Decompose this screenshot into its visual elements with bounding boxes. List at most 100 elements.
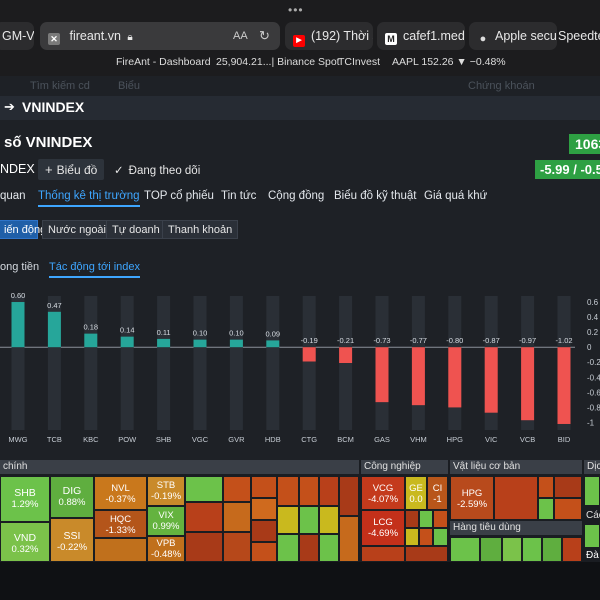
heatmap-tile-vpb[interactable]: VPB -0.48%: [147, 536, 185, 562]
reader-button[interactable]: AA: [233, 30, 248, 42]
heatmap-tile-vnd[interactable]: VND 0.32%: [0, 522, 50, 562]
heatmap-tile-small[interactable]: [223, 476, 251, 502]
heatmap-tile-small[interactable]: [251, 498, 277, 520]
heatmap-tile-hqc[interactable]: HQC -1.33%: [94, 510, 147, 538]
heatmap-tile-small[interactable]: [319, 534, 339, 562]
heatmap-tile-ssi[interactable]: SSI -0.22%: [50, 518, 94, 562]
heatmap-tile-small[interactable]: [584, 476, 600, 506]
index-title: số VNINDEX: [4, 134, 93, 151]
x-tick-label: BCM: [337, 435, 354, 444]
chart-button[interactable]: + Biểu đồ: [38, 159, 105, 180]
bookmark-fireant[interactable]: FireAnt - Dashboard: [116, 56, 211, 68]
heatmap-tile-small[interactable]: [494, 476, 538, 520]
heatmap-tile-small[interactable]: [185, 532, 223, 562]
heatmap-tile-small[interactable]: [433, 510, 448, 528]
tab-community[interactable]: Cộng đồng: [268, 190, 325, 202]
heatmap-tile-small[interactable]: [185, 502, 223, 532]
heatmap-tile-small[interactable]: [405, 528, 419, 546]
tab-news[interactable]: Tin tức: [221, 190, 257, 202]
heatmap-tile-shb[interactable]: SHB 1.29%: [0, 476, 50, 522]
reload-icon[interactable]: ↻: [259, 28, 270, 43]
heatmap-tile-small[interactable]: [502, 537, 522, 562]
y-tick-label: 0.2: [587, 328, 599, 337]
heatmap-tile-small[interactable]: [277, 534, 299, 562]
heatmap-tile-ci[interactable]: CI -1: [427, 476, 448, 510]
heatmap-tile-small[interactable]: [319, 506, 339, 534]
heatmap-tile-lcg[interactable]: LCG -4.69%: [361, 510, 405, 546]
tab-gm[interactable]: GM-V: [0, 22, 34, 50]
heatmap-tile-small[interactable]: [584, 524, 600, 548]
heatmap-tile-small[interactable]: [277, 506, 299, 534]
pill-liquidity[interactable]: Thanh khoản: [162, 220, 239, 239]
pill-movement[interactable]: iến động: [0, 220, 46, 239]
pill-proprietary[interactable]: Tự doanh: [106, 220, 166, 239]
y-tick-label: -0.4: [587, 373, 600, 382]
heatmap-tile-small[interactable]: [277, 476, 299, 506]
subtab-index-impact[interactable]: Tác động tới index: [49, 261, 140, 278]
heatmap-tile-small[interactable]: [480, 537, 502, 562]
tab-apple[interactable]: ● Apple secur: [469, 22, 557, 50]
heatmap-tile-small[interactable]: [299, 476, 319, 506]
tab-market-stats[interactable]: Thống kê thị trường: [38, 190, 140, 207]
heatmap-tile-small[interactable]: [419, 510, 433, 528]
arrow-right-icon[interactable]: ➔: [4, 99, 15, 114]
tab-historical-price[interactable]: Giá quá khứ: [424, 190, 488, 202]
heatmap-tile-small[interactable]: [185, 476, 223, 502]
heatmap-tile-small[interactable]: [419, 528, 433, 546]
heatmap-tile-extra[interactable]: [94, 538, 147, 562]
heatmap-tile-small[interactable]: [433, 528, 448, 546]
follow-button[interactable]: ✓ Đang theo dõi: [114, 163, 200, 177]
heatmap-tile-small[interactable]: [251, 542, 277, 562]
heatmap-tile-small[interactable]: [522, 537, 542, 562]
heatmap-tile-small[interactable]: [554, 498, 582, 520]
x-tick-label: VCB: [520, 435, 535, 444]
heatmap-tile-small[interactable]: [538, 476, 554, 498]
heatmap-tile-dig[interactable]: DIG 0.88%: [50, 476, 94, 518]
bar-background: [229, 296, 243, 430]
heatmap-tile-small[interactable]: [405, 510, 419, 528]
heatmap-tile-small[interactable]: [339, 476, 359, 516]
heatmap-tile-small[interactable]: [251, 476, 277, 498]
heatmap-tile-small[interactable]: [542, 537, 562, 562]
tab-youtube[interactable]: ▶ (192) Thời s: [285, 22, 373, 50]
tab-overview[interactable]: quan: [0, 190, 26, 202]
heatmap-tile-small[interactable]: [361, 546, 405, 562]
bar-mwg: [11, 302, 25, 348]
bar-hpg: [448, 347, 462, 408]
heatmap-tile-small[interactable]: [299, 506, 319, 534]
tab-top-stocks[interactable]: TOP cổ phiếu: [144, 190, 214, 202]
bookmark-tcinvest[interactable]: TCInvest: [338, 56, 381, 68]
y-tick-label: -0.2: [587, 358, 600, 367]
subtab-money-flow[interactable]: ong tiền: [0, 261, 40, 273]
heatmap-tile-small[interactable]: [223, 532, 251, 562]
heatmap-tile-small[interactable]: [405, 546, 448, 562]
heatmap-tile-nvl[interactable]: NVL -0.37%: [94, 476, 147, 510]
address-bar[interactable]: ✕ fireant.vn 🔒︎ AA ↻: [40, 22, 280, 50]
heatmap-tile-small[interactable]: [450, 537, 480, 562]
heatmap-tile-small[interactable]: [251, 520, 277, 542]
bar-value-label: 0.18: [83, 323, 98, 332]
heatmap-tile-small[interactable]: [299, 534, 319, 562]
heatmap-tile-small[interactable]: [223, 502, 251, 532]
pill-foreign[interactable]: Nước ngoài: [42, 220, 112, 239]
tab-technical-chart[interactable]: Biểu đồ kỹ thuật: [334, 190, 417, 202]
youtube-icon: ▶: [293, 35, 305, 47]
more-dots-icon[interactable]: •••: [288, 3, 304, 17]
heatmap-tile-da[interactable]: Đà: [586, 550, 599, 561]
faded-label: Biểu: [118, 80, 141, 92]
heatmap-tile-small[interactable]: [562, 537, 582, 562]
bookmark-aapl[interactable]: AAPL 152.26 ▼ −0.48%: [392, 56, 506, 68]
heatmap-tile-small[interactable]: [339, 516, 359, 562]
heatmap-tile-stb[interactable]: STB -0.19%: [147, 476, 185, 506]
heatmap-tile-small[interactable]: [319, 476, 339, 506]
heatmap-tile-vcg[interactable]: VCG -4.07%: [361, 476, 405, 510]
heatmap-tile-small[interactable]: [554, 476, 582, 498]
heatmap-tile-hpg[interactable]: HPG -2.59%: [450, 476, 494, 520]
bookmark-binance[interactable]: 25,904.21...| Binance Spot: [216, 56, 340, 68]
heatmap-tile-ge[interactable]: GE 0.0: [405, 476, 427, 510]
heatmap-tile-small[interactable]: [538, 498, 554, 520]
bar-value-label: 0.09: [265, 329, 280, 338]
tab-speedtest[interactable]: Speedtes: [558, 22, 600, 50]
heatmap-tile-vix[interactable]: VIX 0.99%: [147, 506, 185, 536]
